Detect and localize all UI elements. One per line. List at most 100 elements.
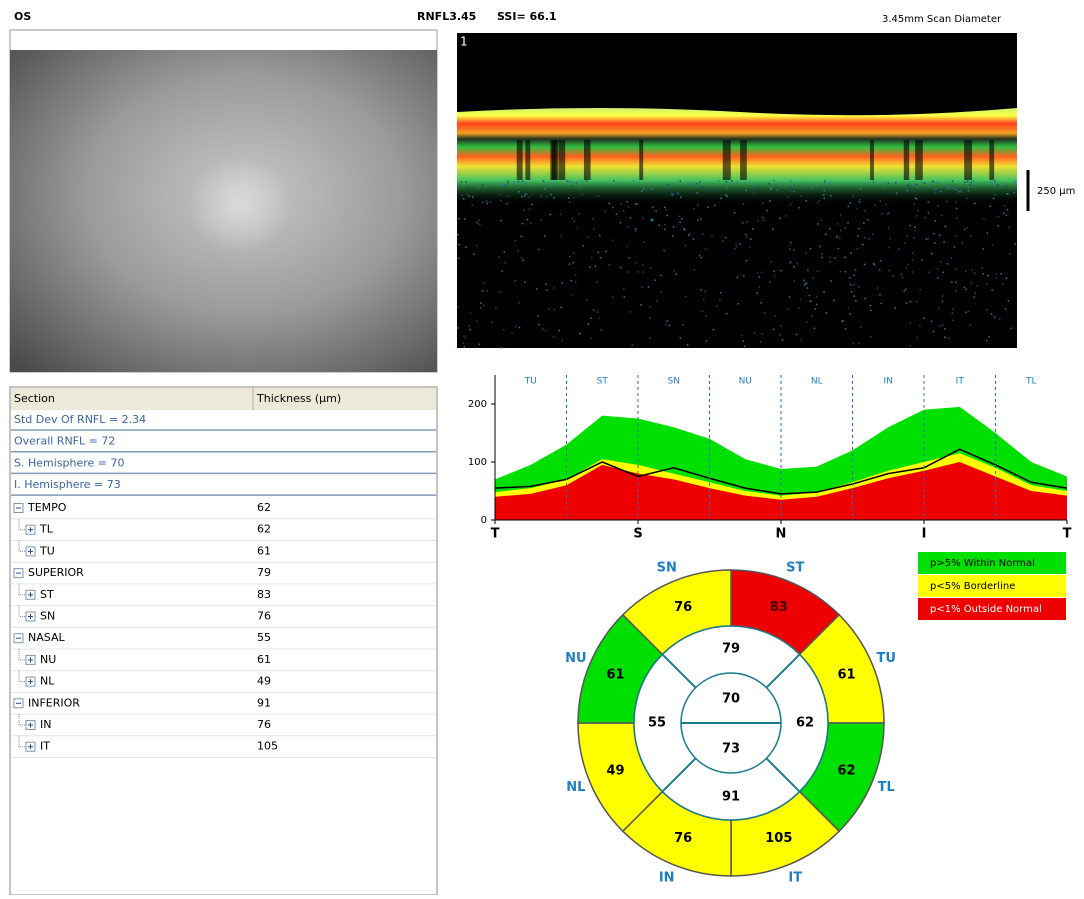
speckle — [998, 225, 1000, 227]
speckle — [760, 341, 762, 343]
speckle — [579, 333, 581, 335]
speckle — [679, 180, 681, 182]
speckle — [643, 241, 645, 243]
speckle — [640, 304, 642, 306]
speckle — [641, 286, 643, 288]
section-name: TL — [39, 523, 54, 536]
speckle — [507, 196, 509, 198]
speckle — [924, 182, 926, 184]
speckle — [964, 287, 966, 289]
speckle — [928, 272, 930, 274]
speckle — [620, 183, 622, 185]
speckle — [538, 249, 540, 251]
speckle — [809, 295, 811, 297]
speckle — [817, 202, 819, 204]
speckle — [499, 194, 501, 196]
speckle — [658, 224, 660, 226]
speckle — [621, 203, 623, 205]
speckle — [859, 199, 861, 201]
speckle — [819, 200, 821, 202]
speckle — [917, 210, 919, 212]
speckle — [597, 311, 599, 313]
speckle — [744, 346, 746, 348]
speckle — [955, 189, 957, 191]
speckle — [829, 182, 831, 184]
speckle — [736, 246, 738, 248]
speckle — [701, 186, 703, 188]
speckle — [792, 184, 794, 186]
speckle — [774, 275, 776, 277]
speckle — [758, 286, 760, 288]
speckle — [845, 271, 847, 273]
speckle — [907, 185, 909, 187]
speckle — [991, 183, 993, 185]
speckle — [582, 194, 584, 196]
sector-value: 76 — [674, 831, 692, 846]
vessel-shadow — [723, 140, 731, 180]
speckle — [952, 308, 954, 310]
speckle — [790, 242, 792, 244]
summary-row: I. Hemisphere = 73 — [14, 478, 121, 491]
speckle — [942, 295, 944, 297]
section-name: SUPERIOR — [28, 566, 84, 579]
speckle — [906, 235, 908, 237]
speckle — [652, 207, 654, 209]
quadrant-value: 91 — [722, 790, 740, 805]
vessel-shadow — [989, 140, 994, 180]
speckle — [951, 257, 953, 259]
speckle — [700, 257, 702, 259]
speckle — [774, 271, 776, 273]
speckle — [817, 270, 819, 272]
speckle — [642, 217, 644, 219]
speckle — [468, 325, 470, 327]
speckle — [569, 256, 571, 257]
speckle — [848, 206, 850, 208]
speckle — [725, 181, 727, 183]
speckle — [581, 180, 583, 182]
speckle — [824, 190, 826, 192]
speckle — [745, 189, 747, 191]
speckle — [758, 276, 760, 278]
speckle — [536, 288, 538, 290]
speckle — [554, 309, 556, 311]
speckle — [501, 270, 503, 272]
speckle — [669, 325, 671, 327]
speckle — [840, 214, 842, 216]
speckle — [1000, 273, 1002, 275]
speckle — [737, 303, 739, 305]
speckle — [910, 345, 912, 347]
speckle — [632, 344, 634, 346]
speckle — [1009, 253, 1011, 255]
speckle — [961, 192, 963, 194]
speckle — [877, 287, 879, 289]
sector-value: 76 — [674, 600, 692, 615]
speckle — [913, 181, 915, 183]
report: OS RNFL3.45 SSI= 66.1 3.45mm Scan Diamet… — [0, 0, 1084, 895]
speckle — [518, 191, 520, 193]
speckle — [620, 222, 622, 224]
speckle — [743, 275, 745, 277]
speckle — [789, 296, 791, 298]
speckle — [511, 332, 512, 334]
speckle — [521, 258, 523, 260]
speckle — [770, 261, 772, 263]
speckle — [652, 220, 654, 222]
speckle — [909, 322, 911, 324]
speckle — [483, 305, 485, 307]
speckle — [761, 272, 763, 274]
speckle — [462, 343, 464, 345]
speckle — [547, 289, 549, 291]
speckle — [863, 222, 865, 224]
thickness-value: 62 — [257, 523, 271, 536]
speckle — [914, 197, 916, 199]
speckle — [956, 208, 958, 210]
speckle — [609, 203, 611, 205]
speckle — [943, 241, 945, 243]
speckle — [806, 321, 808, 323]
speckle — [518, 183, 520, 185]
speckle — [479, 224, 481, 226]
oct-layers — [457, 108, 1017, 205]
speckle — [886, 183, 888, 185]
speckle — [857, 248, 859, 250]
speckle — [754, 184, 756, 186]
